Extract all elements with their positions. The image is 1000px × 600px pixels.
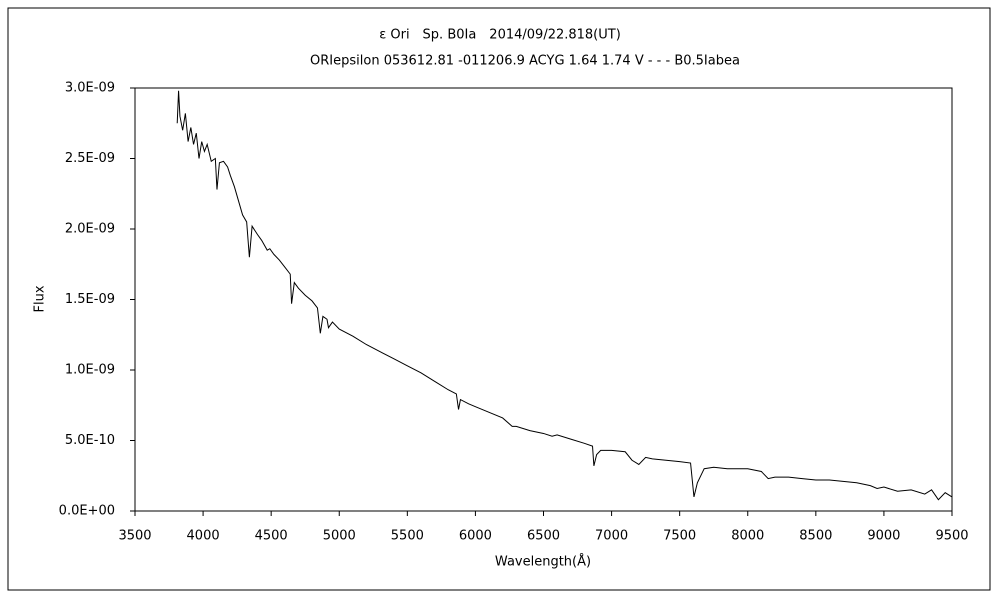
y-axis-label: Flux bbox=[33, 285, 48, 312]
spectrum-line bbox=[176, 90, 953, 501]
x-tick-label: 8500 bbox=[799, 529, 832, 544]
y-tick-label: 0.0E+00 bbox=[59, 504, 115, 519]
y-tick-label: 2.5E-09 bbox=[65, 151, 115, 166]
x-tick-label: 5500 bbox=[391, 529, 424, 544]
chart-title: ε Ori Sp. B0Ia 2014/09/22.818(UT) bbox=[379, 28, 621, 43]
x-tick-label: 9500 bbox=[935, 529, 968, 544]
x-axis-label: Wavelength(Å) bbox=[495, 554, 591, 570]
x-tick-label: 7000 bbox=[595, 529, 628, 544]
x-tick-label: 4500 bbox=[255, 529, 288, 544]
x-tick-label: 3500 bbox=[118, 529, 151, 544]
x-tick-label: 6000 bbox=[459, 529, 492, 544]
y-tick-label: 1.0E-09 bbox=[65, 363, 115, 378]
y-tick-label: 5.0E-10 bbox=[65, 433, 115, 448]
outer-frame bbox=[7, 7, 991, 591]
x-tick-label: 6500 bbox=[527, 529, 560, 544]
x-tick-label: 8000 bbox=[731, 529, 764, 544]
x-tick-label: 4000 bbox=[187, 529, 220, 544]
x-tick-label: 5000 bbox=[323, 529, 356, 544]
y-tick-label: 1.5E-09 bbox=[65, 292, 115, 307]
plot-frame bbox=[134, 87, 953, 512]
chart-subtitle: ORIepsilon 053612.81 -011206.9 ACYG 1.64… bbox=[310, 54, 740, 69]
y-tick-label: 2.0E-09 bbox=[65, 222, 115, 237]
y-tick-label: 3.0E-09 bbox=[65, 81, 115, 96]
x-tick-label: 9000 bbox=[867, 529, 900, 544]
x-tick-label: 7500 bbox=[663, 529, 696, 544]
